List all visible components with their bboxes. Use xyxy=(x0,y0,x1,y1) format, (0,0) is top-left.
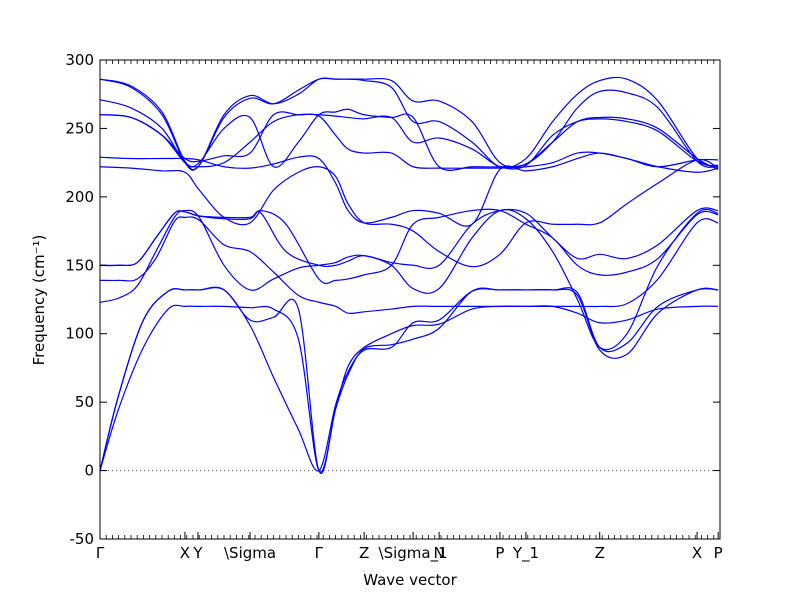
plot-frame xyxy=(99,59,721,540)
y-tick-label: 250 xyxy=(65,119,94,137)
x-tick-label: Γ xyxy=(315,544,324,562)
x-tick-label: P xyxy=(714,544,723,562)
x-tick-label: X xyxy=(692,544,702,562)
y-tick-label: 150 xyxy=(65,256,94,274)
x-tick-label: P xyxy=(495,544,504,562)
series-line-14 xyxy=(99,77,719,171)
x-tick-label: X xyxy=(180,544,190,562)
series-line-8 xyxy=(99,158,719,268)
series-line-11 xyxy=(99,113,719,170)
x-tick-label: N xyxy=(434,544,445,562)
series-line-10 xyxy=(99,111,719,169)
y-tick-label: -50 xyxy=(70,530,95,548)
x-tick-label: Z xyxy=(359,544,369,562)
x-tick-label: Z xyxy=(595,544,605,562)
plot-area xyxy=(99,76,720,474)
series-line-13 xyxy=(99,76,719,171)
y-tick-label: 100 xyxy=(65,325,94,343)
series-line-1 xyxy=(99,304,719,473)
y-axis-label: Frequency (cm⁻¹) xyxy=(30,235,48,366)
series-line-9 xyxy=(99,152,719,227)
y-tick-label: 0 xyxy=(84,462,94,480)
x-axis-ticks: Γ X Y \Sigma Γ Z \Sigma_1N P Y_1 Z X P xyxy=(96,60,723,563)
x-tick-label: Y_1 xyxy=(512,544,539,563)
y-tick-label: 50 xyxy=(75,393,94,411)
x-tick-label: Y xyxy=(192,544,203,562)
x-tick-label: \Sigma xyxy=(224,544,276,562)
series-line-5 xyxy=(99,216,719,315)
series-line-7 xyxy=(99,208,719,285)
x-axis-label: Wave vector xyxy=(363,571,457,589)
series-line-3 xyxy=(99,286,719,472)
x-tick-label: Γ xyxy=(96,544,105,562)
y-tick-label: 200 xyxy=(65,188,94,206)
y-tick-label: 300 xyxy=(65,51,94,69)
series-line-2 xyxy=(99,287,719,474)
x-tick-label: \Sigma_1 xyxy=(379,544,448,563)
series-line-12 xyxy=(99,99,719,171)
y-axis-ticks: -50 0 50 100 150 200 250 300 xyxy=(65,51,720,548)
